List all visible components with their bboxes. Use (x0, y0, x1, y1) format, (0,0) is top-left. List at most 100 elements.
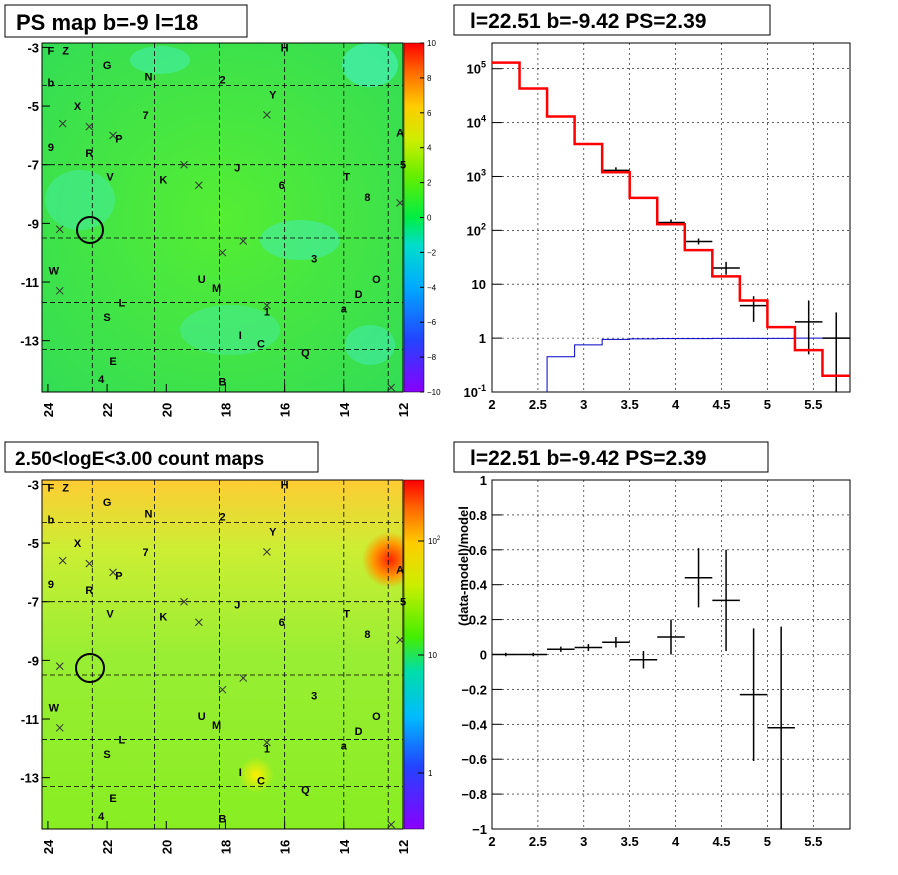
source-label: O (372, 274, 381, 286)
count-map-title: 2.50<logE<3.00 count maps (15, 449, 264, 470)
source-label: 8 (364, 192, 370, 204)
source-cross-mark (85, 559, 94, 568)
source-label: U (198, 274, 206, 286)
map-x-tick-label: 12 (396, 840, 411, 854)
source-label: X (74, 538, 82, 550)
source-label: O (372, 711, 381, 723)
source-label: L (119, 298, 126, 310)
source-label: D (355, 726, 363, 738)
x-tick-label: 4.5 (712, 397, 730, 412)
source-label: 5 (400, 160, 406, 172)
source-label: Q (301, 347, 310, 359)
y-tick-label: 1 (479, 331, 486, 346)
x-tick-label: 3.5 (621, 397, 639, 412)
source-label: 3 (311, 254, 317, 266)
source-label: Y (269, 526, 277, 538)
ps-map-cyan-patch (342, 43, 398, 87)
map-y-tick-label: -9 (27, 653, 39, 668)
map-x-tick-label: 24 (41, 402, 56, 417)
y-tick-label: −0.2 (461, 682, 487, 697)
source-label: N (145, 509, 153, 521)
source-label: X (74, 101, 82, 113)
spectrum-model-line (492, 61, 850, 378)
source-label: P (115, 570, 122, 582)
y-tick-label: 103 (467, 167, 486, 184)
map-y-tick-label: -11 (21, 712, 39, 727)
source-label: W (49, 702, 60, 714)
map-y-tick-label: -7 (27, 158, 39, 173)
y-tick-label: 10-1 (464, 383, 486, 400)
source-cross-mark (239, 237, 248, 245)
ps-map-colorbar-ticks: 10 8 6 4 2 0 −2 −4 −6 −8 −10 (420, 39, 441, 397)
map-x-tick-label: 12 (396, 403, 411, 417)
source-label: E (109, 793, 116, 805)
x-tick-label: 2.5 (529, 834, 547, 849)
spectrum-panel: 2 2.5 3 3.5 4 4.5 5 5.5 10-1 1 10 102 103 104 105 l=22… (453, 4, 851, 412)
source-label: 4 (98, 811, 105, 823)
y-tick-label: −0.8 (461, 787, 487, 802)
source-cross-mark (55, 723, 64, 732)
source-cross-mark (85, 122, 94, 131)
source-label: T (343, 171, 350, 183)
ps-map-cyan-patch (130, 46, 190, 74)
residual-panel: 2 2.5 3 3.5 4 4.5 5 5.5 1 0.8 0.6 0.4 0.2 0 −0.2 −0.4 −0… (453, 441, 851, 849)
source-label: S (103, 312, 110, 324)
map-x-tick-label: 14 (337, 402, 352, 417)
source-cross-mark (387, 383, 396, 392)
x-tick-label: 2 (488, 834, 495, 849)
count-map-heatmap (42, 480, 403, 829)
source-label: 1 (264, 306, 270, 318)
source-label: K (159, 174, 167, 186)
source-cross-mark (263, 738, 271, 747)
ps-map-title: PS map b=-9 l=18 (16, 10, 198, 35)
map-x-tick-label: 20 (159, 840, 174, 854)
source-label: C (257, 339, 265, 351)
source-label: M (212, 283, 221, 295)
colorbar-tick-label: −10 (427, 388, 441, 397)
map-y-tick-label: -9 (27, 216, 39, 231)
x-tick-label: 3.5 (621, 834, 639, 849)
source-label: D (355, 289, 363, 301)
spectrum-data-points (602, 167, 850, 392)
colorbar-tick-label: −6 (427, 318, 437, 327)
source-label: S (103, 749, 110, 761)
source-label: J (234, 600, 240, 612)
source-label: V (106, 171, 114, 183)
source-label: G (103, 60, 112, 72)
residual-y-axis-label: (data-model)/model (456, 506, 471, 626)
source-cross-mark (109, 568, 117, 577)
y-tick-label: −1 (472, 822, 487, 837)
source-label: H (281, 42, 289, 54)
source-label: 8 (364, 629, 370, 641)
source-label: b (48, 515, 55, 527)
source-label: G (103, 497, 112, 509)
source-cross-mark (263, 301, 271, 310)
map-x-tick-label: 24 (41, 839, 56, 854)
colorbar-tick-label: −4 (427, 283, 437, 292)
source-label: N (145, 72, 153, 84)
count-map-colorbar-ticks: 102 10 1 (418, 536, 441, 778)
y-tick-label: 0.6 (469, 543, 487, 558)
map-y-tick-label: -3 (27, 477, 39, 492)
source-cross-mark (55, 225, 64, 234)
source-cross-mark (263, 547, 271, 556)
source-cross-mark (55, 662, 64, 671)
source-label: F (48, 45, 55, 57)
source-cross-mark (55, 286, 64, 295)
source-cross-mark (180, 597, 188, 606)
ps-map-source-labels: F Z H G N 2 b Y X 7 A P 9 R 5 J T V K 6 8 3 W U O M D L 1 a S I C Q E4 B (48, 42, 406, 392)
ps-map-cyan-patch (260, 220, 340, 260)
source-label: C (257, 776, 265, 788)
colorbar-tick-label: −2 (427, 248, 437, 257)
residual-title-box (453, 441, 769, 473)
colorbar-tick-label: 102 (428, 536, 441, 546)
source-label: 7 (143, 547, 149, 559)
source-cross-mark (218, 685, 227, 694)
source-label: R (85, 585, 93, 597)
ps-map-cyan-patch (45, 170, 115, 230)
map-y-tick-label: -11 (21, 275, 39, 290)
source-label: W (49, 265, 60, 277)
spectrum-axis-ticks: 2 2.5 3 3.5 4 4.5 5 5.5 10-1 1 10 102 103 104 105 (464, 60, 823, 412)
y-tick-label: 0 (480, 648, 487, 663)
source-label: Z (62, 482, 69, 494)
